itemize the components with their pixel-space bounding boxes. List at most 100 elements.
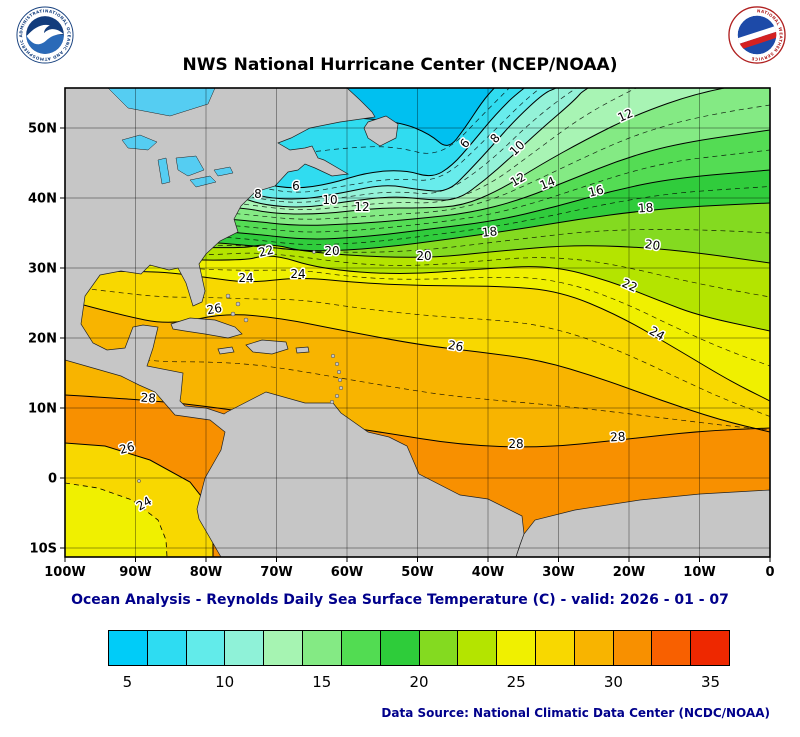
- sst-band: [65, 271, 770, 432]
- isotherm-22: [65, 255, 770, 332]
- land-americas: [65, 88, 525, 557]
- isotherm-28: [65, 394, 770, 448]
- lake: [213, 166, 234, 177]
- contour-label: 20: [324, 244, 339, 258]
- lon-tick-label: 90W: [119, 565, 151, 580]
- colorbar-cell: [535, 631, 575, 665]
- island-dot: [337, 370, 342, 375]
- colorbar-cell: [380, 631, 420, 665]
- contour-label: 20: [644, 237, 661, 253]
- colorbar-cell: [147, 631, 187, 665]
- colorbar-cell: [109, 631, 148, 665]
- colorbar-tick-label: 20: [409, 673, 429, 691]
- sst-band: [65, 88, 525, 188]
- contour-label: 20: [416, 249, 431, 263]
- colorbar-cell: [419, 631, 459, 665]
- contour-label: 22: [257, 242, 275, 259]
- lon-tick-label: 50W: [401, 565, 433, 580]
- colorbar-cell: [341, 631, 381, 665]
- lat-tick-label: 40N: [28, 192, 57, 207]
- island-dot: [225, 293, 231, 299]
- land-newfoundland: [363, 115, 399, 147]
- land-hispaniola: [245, 339, 289, 355]
- island-dot: [243, 317, 249, 323]
- nws-emblem: [737, 15, 777, 55]
- lon-tick-label: 40W: [472, 565, 504, 580]
- lon-tick-label: 30W: [542, 565, 574, 580]
- contour-label: 6: [292, 179, 300, 193]
- colorbar-labels: 5 10 15 20 25 30 35: [108, 673, 730, 693]
- island-dot: [338, 378, 343, 383]
- lat-tick-label: 10S: [30, 542, 57, 557]
- land-jamaica: [217, 346, 235, 355]
- colorbar: 5 10 15 20 25 30 35: [108, 630, 730, 693]
- colorbar-tick-label: 5: [122, 673, 133, 691]
- island-dot: [330, 400, 335, 405]
- noaa-logo: NATIONAL OCEANIC AND ATMOSPHERIC ADMINIS…: [16, 6, 74, 64]
- page-title: NWS National Hurricane Center (NCEP/NOAA…: [182, 55, 618, 75]
- colorbar-cell: [186, 631, 226, 665]
- lon-tick-label: 70W: [260, 565, 292, 580]
- colorbar-cell: [458, 631, 498, 665]
- sst-band: [65, 243, 770, 331]
- lon-tick-label: 80W: [190, 565, 222, 580]
- colorbar-tick-label: 10: [215, 673, 235, 691]
- contour-label: 26: [118, 439, 136, 456]
- lake: [121, 134, 158, 151]
- island-dot: [235, 301, 241, 307]
- island-dot: [230, 311, 236, 317]
- island-dot: [331, 354, 336, 359]
- contour-label: 12: [354, 200, 369, 214]
- lon-tick-label: 10W: [683, 565, 715, 580]
- contour-label: 24: [238, 271, 253, 285]
- sst-band: [65, 88, 728, 214]
- isotherm-12: [65, 88, 727, 215]
- contour-label: 16: [587, 182, 605, 199]
- island-dot: [335, 362, 340, 367]
- lake: [175, 155, 205, 177]
- contour-label: 28: [140, 390, 156, 405]
- colorbar-cell: [264, 631, 304, 665]
- cool-pocket-24: [65, 482, 168, 557]
- lat-tick-label: 0: [48, 472, 57, 487]
- contour-label: 10: [322, 193, 337, 207]
- lake: [189, 175, 217, 188]
- colorbar-tick-label: 25: [506, 673, 526, 691]
- lat-tick-label: 50N: [28, 122, 57, 137]
- colorbar-cell: [613, 631, 653, 665]
- sst-band: [65, 256, 770, 401]
- contour-label: 26: [206, 301, 223, 317]
- nws-logo: NATIONAL WEATHER SERVICE: [728, 6, 786, 64]
- lat-tick-label: 10N: [28, 402, 57, 417]
- colorbar-cell: [497, 631, 536, 665]
- colorbar-cell: [652, 631, 692, 665]
- contour-label: 8: [254, 187, 262, 201]
- island-dot: [312, 250, 316, 254]
- seagull-icon: [26, 24, 64, 45]
- nws-white-stripe: [737, 25, 777, 45]
- colorbar-cell: [574, 631, 614, 665]
- isotherm-18: [65, 202, 770, 252]
- lon-tick-label: 60W: [331, 565, 363, 580]
- contour-label: 28: [610, 430, 626, 445]
- sst-band: [65, 203, 770, 263]
- lake: [107, 88, 216, 117]
- isotherm-14: [65, 129, 770, 226]
- isotherm-20: [65, 242, 770, 264]
- lat-tick-label: 30N: [28, 262, 57, 277]
- contour-label: 28: [508, 437, 523, 451]
- masked-region: [515, 489, 770, 557]
- contour-label: 24: [290, 267, 305, 281]
- colorbar-tick-label: 15: [312, 673, 332, 691]
- island-dot: [335, 394, 340, 399]
- colorbar-cells: [108, 630, 730, 666]
- colorbar-cell: [691, 631, 729, 665]
- contour-label: 18: [638, 200, 654, 215]
- lon-tick-label: 0: [765, 565, 774, 580]
- lake: [157, 157, 171, 185]
- map-caption: Ocean Analysis - Reynolds Daily Sea Surf…: [71, 592, 729, 608]
- contour-label: 18: [481, 224, 498, 240]
